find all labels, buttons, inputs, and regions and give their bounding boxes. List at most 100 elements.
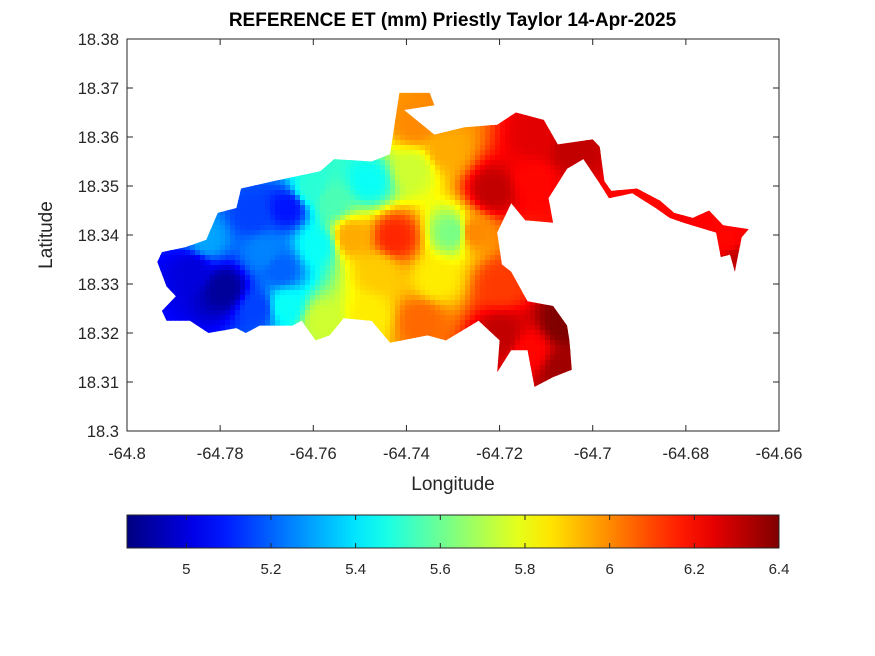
field-cell <box>460 135 466 141</box>
field-cell <box>310 245 316 251</box>
field-cell <box>415 180 421 186</box>
field-cell <box>420 170 426 176</box>
field-cell <box>215 240 221 246</box>
field-cell <box>515 140 521 146</box>
field-cell <box>380 160 386 166</box>
field-cell <box>420 125 426 131</box>
field-cell <box>430 215 436 221</box>
field-cell <box>225 225 231 231</box>
field-cell <box>330 220 336 226</box>
field-cell <box>315 255 321 261</box>
field-cell <box>465 130 471 136</box>
field-cell <box>375 170 381 176</box>
field-cell <box>330 170 336 176</box>
field-cell <box>305 175 311 181</box>
field-cell <box>280 255 286 261</box>
field-cell <box>200 265 206 271</box>
field-cell <box>485 180 491 186</box>
field-cell <box>405 92 411 96</box>
field-cell <box>535 180 541 186</box>
field-cell <box>315 180 321 186</box>
field-cell <box>430 235 436 241</box>
field-cell <box>505 205 511 211</box>
field-cell <box>520 135 526 141</box>
field-cell <box>510 145 516 151</box>
field-cell <box>350 190 356 196</box>
field-cell <box>695 220 701 226</box>
field-cell <box>430 140 436 146</box>
field-cell <box>465 170 471 176</box>
field-cell <box>625 190 631 196</box>
field-cell <box>310 225 316 231</box>
field-cell <box>580 155 586 161</box>
field-cell <box>305 215 311 221</box>
field-cell <box>245 245 251 251</box>
field-cell <box>325 230 331 236</box>
field-cell <box>425 245 431 251</box>
field-cell <box>430 150 436 156</box>
field-cell <box>510 160 516 166</box>
field-cell <box>495 235 501 241</box>
field-cell <box>240 245 246 251</box>
field-cell <box>390 165 396 171</box>
field-cell <box>500 155 506 161</box>
field-cell <box>540 175 546 181</box>
field-cell <box>335 240 341 246</box>
field-cell <box>325 185 331 191</box>
field-cell <box>390 135 396 141</box>
field-cell <box>490 135 496 141</box>
field-cell <box>415 195 421 201</box>
field-cell <box>310 250 316 256</box>
field-cell <box>160 250 166 256</box>
field-cell <box>305 190 311 196</box>
field-cell <box>560 145 566 151</box>
field-cell <box>380 205 386 211</box>
field-cell <box>230 255 236 261</box>
field-cell <box>530 190 536 196</box>
field-cell <box>545 170 551 176</box>
field-cell <box>445 205 451 211</box>
field-cell <box>385 230 391 236</box>
field-cell <box>400 155 406 161</box>
field-cell <box>335 170 341 176</box>
field-cell <box>470 235 476 241</box>
field-cell <box>245 215 251 221</box>
field-cell <box>525 125 531 131</box>
field-cell <box>390 230 396 236</box>
field-cell <box>505 200 511 206</box>
field-cell <box>500 150 506 156</box>
field-cell <box>275 220 281 226</box>
field-cell <box>190 265 196 271</box>
field-cell <box>350 170 356 176</box>
field-cell <box>280 210 286 216</box>
field-cell <box>490 180 496 186</box>
field-cell <box>575 145 581 151</box>
field-cell <box>430 250 436 256</box>
field-cell <box>390 220 396 226</box>
field-cell <box>475 190 481 196</box>
field-cell <box>335 250 341 256</box>
field-cell <box>235 205 241 211</box>
field-cell <box>425 130 431 136</box>
field-cell <box>335 185 341 191</box>
field-cell <box>305 210 311 216</box>
field-cell <box>415 200 421 206</box>
field-cell <box>275 230 281 236</box>
field-cell <box>440 205 446 211</box>
field-cell <box>535 190 541 196</box>
field-cell <box>445 260 451 266</box>
field-cell <box>310 260 316 266</box>
field-cell <box>465 260 471 266</box>
field-cell <box>415 255 421 261</box>
field-cell <box>370 260 376 266</box>
field-cell <box>430 155 436 161</box>
field-cell <box>495 175 501 181</box>
field-cell <box>365 230 371 236</box>
field-cell <box>375 160 381 166</box>
field-cell <box>445 190 451 196</box>
field-cell <box>525 145 531 151</box>
field-cell <box>410 135 416 141</box>
field-cell <box>230 210 236 216</box>
field-cell <box>390 210 396 216</box>
field-cell <box>440 215 446 221</box>
